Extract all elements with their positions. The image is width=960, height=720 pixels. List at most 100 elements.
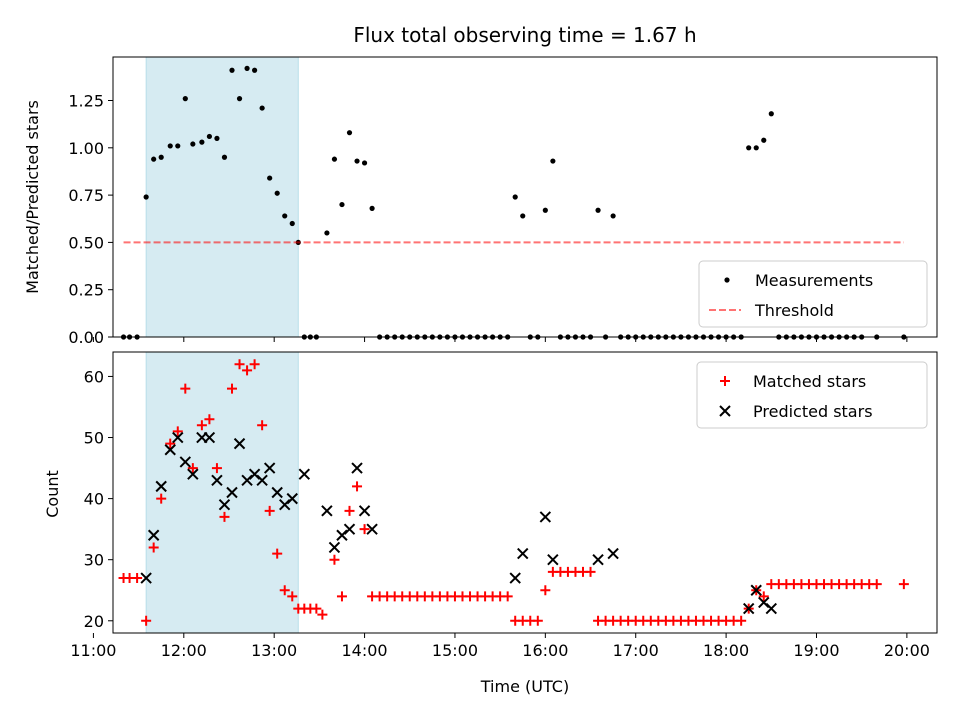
chart-title: Flux total observing time = 1.67 h: [353, 23, 696, 47]
bottom-plus-point: [336, 591, 347, 602]
top-dot-point: [143, 194, 149, 200]
top-dot-point: [289, 220, 295, 227]
top-y-tick-label: 1.00: [68, 139, 104, 158]
bottom-plus-point: [219, 511, 230, 522]
bottom-plus-point: [898, 579, 909, 590]
top-dot-point: [542, 207, 548, 213]
bottom-plus-point: [344, 505, 355, 516]
legend-x-swatch: [719, 405, 731, 417]
bottom-plus-point: [532, 615, 543, 626]
top-dot-point: [206, 133, 213, 140]
bottom-x-point: [298, 468, 311, 480]
bottom-plus-point: [758, 591, 769, 602]
bottom-axes-frame: [112, 351, 938, 634]
legend-label: Predicted stars: [753, 402, 873, 421]
top-dot-point: [324, 230, 330, 236]
top-dot-point: [369, 205, 375, 211]
bottom-plus-point: [204, 414, 215, 425]
top-legend: Measurements Threshold: [698, 260, 928, 328]
bottom-x-point: [343, 523, 356, 535]
legend-label: Measurements: [755, 271, 873, 290]
bottom-x-point: [607, 547, 619, 560]
bottom-y-tick-label: 40: [84, 490, 104, 509]
bottom-plus-point: [502, 591, 513, 602]
bottom-plus-point: [540, 585, 551, 596]
bottom-plus-point: [287, 591, 298, 602]
bottom-x-point: [147, 529, 160, 541]
bottom-y-axis-label: Count: [43, 470, 62, 518]
top-dot-point: [753, 145, 759, 151]
x-tick-label: 20:00: [884, 641, 930, 660]
bottom-x-point: [233, 437, 246, 450]
bottom-plus-point: [272, 548, 283, 559]
top-dot-point: [175, 143, 181, 149]
top-dot-point: [595, 207, 601, 213]
bottom-shaded-interval: [145, 351, 299, 634]
top-dot-point: [512, 194, 518, 200]
top-dot-point: [282, 213, 288, 219]
x-tick-label: 18:00: [703, 641, 749, 660]
bottom-x-point: [321, 505, 333, 517]
bottom-plus-point: [180, 383, 191, 394]
bottom-x-point: [279, 499, 291, 511]
bottom-plus-point: [196, 420, 207, 431]
bottom-x-point: [286, 492, 298, 505]
bottom-x-point: [271, 486, 283, 499]
bottom-plus-point: [187, 463, 198, 474]
top-dot-point: [361, 160, 368, 166]
top-shaded-interval: [145, 56, 299, 338]
bottom-plus-point: [165, 438, 176, 449]
bottom-legend: Matched stars Predicted stars: [696, 361, 928, 429]
bottom-plus-point: [329, 554, 340, 565]
top-dot-point: [331, 156, 338, 162]
bottom-x-point: [155, 480, 167, 493]
x-tick-label: 12:00: [161, 641, 207, 660]
top-dot-point: [221, 154, 228, 160]
top-dot-point: [346, 130, 353, 136]
top-dot-point: [354, 158, 360, 164]
bottom-y-tick-label: 50: [84, 429, 104, 448]
bottom-plus-point: [257, 420, 268, 431]
bottom-x-point: [172, 431, 184, 444]
top-dot-point: [158, 154, 164, 160]
top-dot-point: [229, 67, 235, 73]
bottom-x-point: [517, 547, 529, 560]
bottom-plus-point: [227, 383, 238, 394]
bottom-x-point: [758, 596, 770, 609]
bottom-plus-point: [352, 481, 363, 492]
top-dot-point: [167, 143, 173, 149]
top-dot-point: [182, 96, 188, 102]
bottom-x-point: [187, 468, 199, 480]
bottom-x-point: [742, 602, 755, 615]
bottom-x-point: [509, 572, 521, 584]
top-dot-point: [259, 105, 265, 111]
bottom-plus-point: [148, 542, 159, 553]
bottom-x-point: [140, 572, 152, 584]
top-dot-point: [151, 156, 157, 162]
top-dot-point: [520, 213, 526, 219]
top-y-tick-label: 0.25: [68, 281, 104, 300]
bottom-x-point: [203, 431, 216, 444]
bottom-y-tick-label: 20: [84, 612, 104, 631]
x-axis-label: Time (UTC): [480, 677, 569, 696]
bottom-x-point: [226, 486, 238, 499]
top-dot-point: [252, 67, 258, 73]
bottom-plus-point: [249, 359, 260, 370]
legend-label: Matched stars: [753, 372, 866, 391]
top-y-tick-label: 1.25: [68, 92, 104, 111]
bottom-x-point: [218, 499, 231, 511]
top-dot-point: [190, 141, 196, 147]
top-dot-point: [550, 158, 556, 164]
top-legend-box: [698, 260, 928, 328]
bottom-plus-point: [172, 426, 183, 437]
bottom-x-point: [539, 511, 552, 523]
legend-dot-swatch: [724, 277, 730, 283]
bottom-plus-point: [279, 585, 290, 596]
x-tick-label: 14:00: [342, 641, 388, 660]
bottom-series-1: [140, 431, 778, 615]
bottom-x-point: [263, 462, 276, 474]
top-dot-point: [214, 135, 220, 141]
top-dot-point: [746, 145, 752, 151]
top-dot-point: [339, 201, 345, 208]
